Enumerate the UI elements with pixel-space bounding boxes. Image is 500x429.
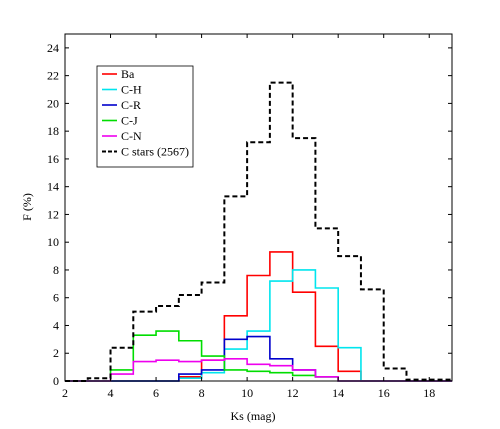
x-tick-label: 16: [378, 386, 390, 400]
legend-entry-label: C-H: [121, 83, 142, 97]
legend-entry-label: C-N: [121, 129, 142, 143]
y-tick-label: 4: [53, 318, 59, 332]
x-tick-label: 4: [108, 386, 114, 400]
x-axis-label: Ks (mag): [231, 409, 276, 423]
legend-entry-label: Ba: [121, 67, 135, 81]
x-tick-label: 6: [153, 386, 159, 400]
legend-box: [96, 65, 194, 168]
x-tick-label: 2: [62, 386, 68, 400]
x-tick-label: 18: [423, 386, 435, 400]
x-tick-label: 8: [199, 386, 205, 400]
axes-frame: [64, 33, 453, 382]
y-axis-label: F (%): [20, 193, 34, 221]
series-line-c-stars-2567: [65, 81, 452, 382]
y-tick-label: 10: [47, 235, 59, 249]
y-tick-label: 18: [47, 124, 59, 138]
y-tick-label: 12: [47, 207, 59, 221]
y-tick-label: 6: [53, 291, 59, 305]
x-tick-label: 12: [287, 386, 299, 400]
y-tick-label: 2: [53, 346, 59, 360]
y-tick-label: 16: [47, 152, 59, 166]
y-tick-label: 24: [47, 41, 59, 55]
x-tick-label: 14: [332, 386, 344, 400]
legend-entry-label: C stars (2567): [121, 145, 189, 159]
y-tick-label: 20: [47, 96, 59, 110]
legend-entry-label: C-J: [121, 114, 138, 128]
legend-entry-label: C-R: [121, 98, 141, 112]
y-tick-label: 14: [47, 180, 59, 194]
x-tick-label: 10: [241, 386, 253, 400]
y-tick-label: 22: [47, 69, 59, 83]
y-tick-label: 0: [53, 374, 59, 388]
legend: Ba C-HC-R C-JC-N C stars (2567): [96, 65, 194, 168]
y-tick-label: 8: [53, 263, 59, 277]
